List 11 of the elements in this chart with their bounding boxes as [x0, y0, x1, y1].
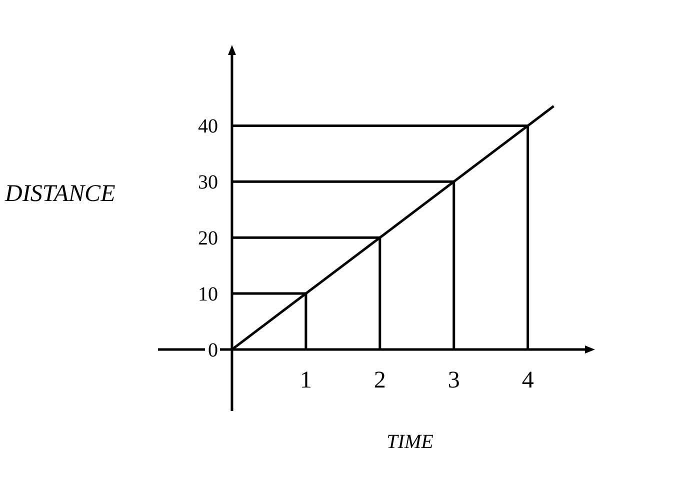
y-tick-label: 40 — [198, 116, 218, 138]
y-tick-label: 0 — [208, 339, 218, 362]
x-tick-label: 4 — [522, 367, 534, 394]
x-axis-title: TIME — [386, 431, 434, 453]
y-tick-label: 10 — [198, 284, 218, 306]
x-tick-label: 2 — [374, 367, 386, 394]
x-tick-label: 3 — [448, 367, 460, 394]
y-axis-title: DISTANCE — [4, 181, 116, 207]
y-tick-label: 20 — [198, 228, 218, 250]
x-tick-label: 1 — [300, 367, 312, 394]
y-tick-label: 30 — [198, 172, 218, 194]
